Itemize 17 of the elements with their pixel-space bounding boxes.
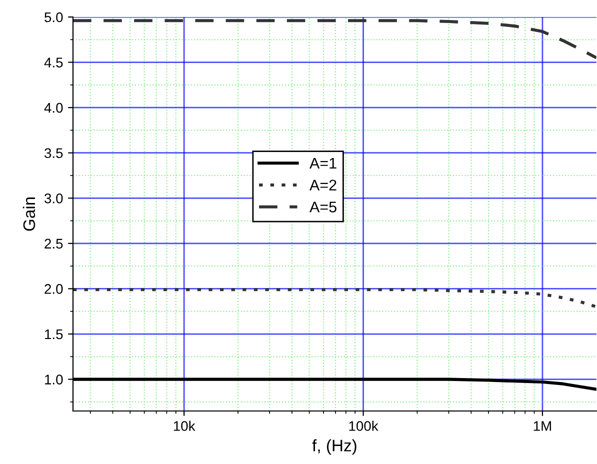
y-tick-label: 5.0 bbox=[44, 12, 63, 22]
x-axis-title: f, (Hz) bbox=[312, 439, 356, 455]
y-tick-label: 1.0 bbox=[45, 374, 63, 384]
x-tick-label: 100k bbox=[349, 420, 378, 431]
y-tick-label: 3.5 bbox=[44, 148, 63, 158]
x-tick-label: 10k bbox=[174, 420, 196, 431]
y-axis-title: Gain bbox=[22, 197, 36, 231]
legend-label: A=5 bbox=[310, 202, 336, 212]
y-tick-label: 1.5 bbox=[45, 329, 63, 340]
legend-label: A=1 bbox=[310, 158, 336, 168]
legend-label: A=2 bbox=[310, 180, 336, 190]
y-tick-label: 4.5 bbox=[44, 58, 63, 68]
y-tick-label: 2.0 bbox=[44, 284, 63, 294]
y-tick-label: 3.0 bbox=[44, 193, 63, 204]
y-tick-label: 4.0 bbox=[44, 102, 63, 113]
y-tick-label: 2.5 bbox=[44, 238, 63, 249]
x-tick-label: 1M bbox=[534, 421, 551, 431]
